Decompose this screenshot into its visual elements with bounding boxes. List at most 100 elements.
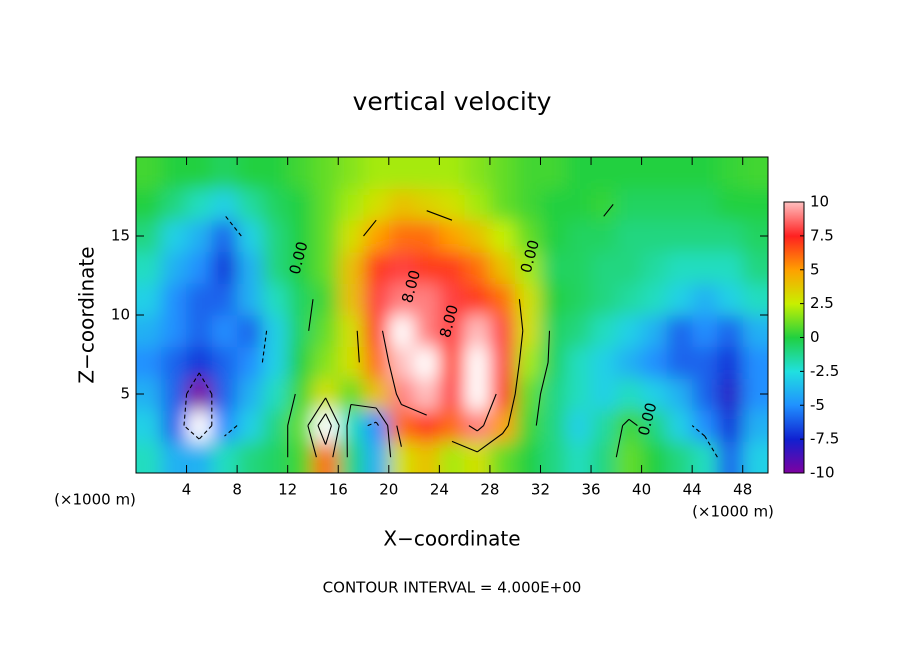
cell [287,441,314,473]
cell [363,251,390,284]
cell [237,157,263,190]
cell [616,283,643,316]
cell [363,378,390,411]
cell [641,441,668,473]
field [136,157,768,473]
cell [565,378,592,411]
cell [591,441,617,473]
cell [388,220,415,253]
cell [489,441,516,473]
cell [565,315,592,348]
cell [414,283,440,316]
cell [237,346,263,379]
plot-frame [135,156,769,474]
cell [211,157,238,190]
cell [641,188,668,221]
cell [692,378,718,411]
cell [338,315,365,348]
cell [338,283,365,316]
cell [237,441,263,473]
cell [136,409,162,442]
cell [565,157,592,190]
cell [312,378,339,411]
cell [742,346,768,379]
cell [489,346,516,379]
x-unit-label: (×1000 m) [54,491,136,509]
y-tick-label: 10 [111,306,130,324]
cell [742,157,768,190]
cell [312,346,339,379]
cell [237,251,263,284]
cell [136,188,162,221]
cell [641,346,668,379]
cell [515,220,541,253]
cell [161,188,188,221]
cell [616,441,643,473]
cell [414,251,440,284]
cell [186,188,213,221]
cell [616,188,643,221]
cell [414,220,440,253]
cell [186,251,213,284]
x-tick-label: 20 [379,481,398,499]
colorbar-segment [784,371,804,406]
cell [237,409,263,442]
cell [211,315,238,348]
x-tick-label: 4 [182,481,192,499]
cell [616,315,643,348]
cell [388,251,415,284]
cell [363,315,390,348]
cell [540,157,567,190]
cell [237,220,263,253]
cell [312,220,339,253]
cell [515,315,541,348]
cell [414,378,440,411]
cell [161,409,188,442]
cell [388,188,415,221]
colorbar-tick-label: -2.5 [810,362,839,380]
cell [616,251,643,284]
cell [464,157,491,190]
cells [136,157,768,473]
contours [183,204,718,458]
cell [161,441,188,473]
colorbar-segment [784,202,804,237]
cell [237,315,263,348]
cell [161,157,188,190]
cell [186,378,213,411]
cell [742,409,768,442]
cell [186,315,213,348]
cell [136,283,162,316]
cell [312,157,339,190]
cell [616,346,643,379]
cell [414,157,440,190]
cell [186,157,213,190]
cell [388,378,415,411]
cell [742,251,768,284]
cell [489,157,516,190]
chart-title: vertical velocity [353,87,552,116]
cell [540,441,567,473]
cell [464,283,491,316]
cell [287,157,314,190]
cell [211,188,238,221]
cell [211,409,238,442]
cell [186,220,213,253]
cell [641,409,668,442]
cell [312,315,339,348]
cell [692,441,718,473]
cell [338,251,365,284]
cell [515,157,541,190]
cell [692,157,718,190]
cell [287,220,314,253]
cell [591,251,617,284]
cell [338,346,365,379]
cell [666,220,693,253]
x-unit-label: (×1000 m) [692,503,774,521]
cell [363,441,390,473]
cell [439,315,466,348]
cell [464,188,491,221]
cell [692,220,718,253]
cell [414,315,440,348]
cell [439,378,466,411]
